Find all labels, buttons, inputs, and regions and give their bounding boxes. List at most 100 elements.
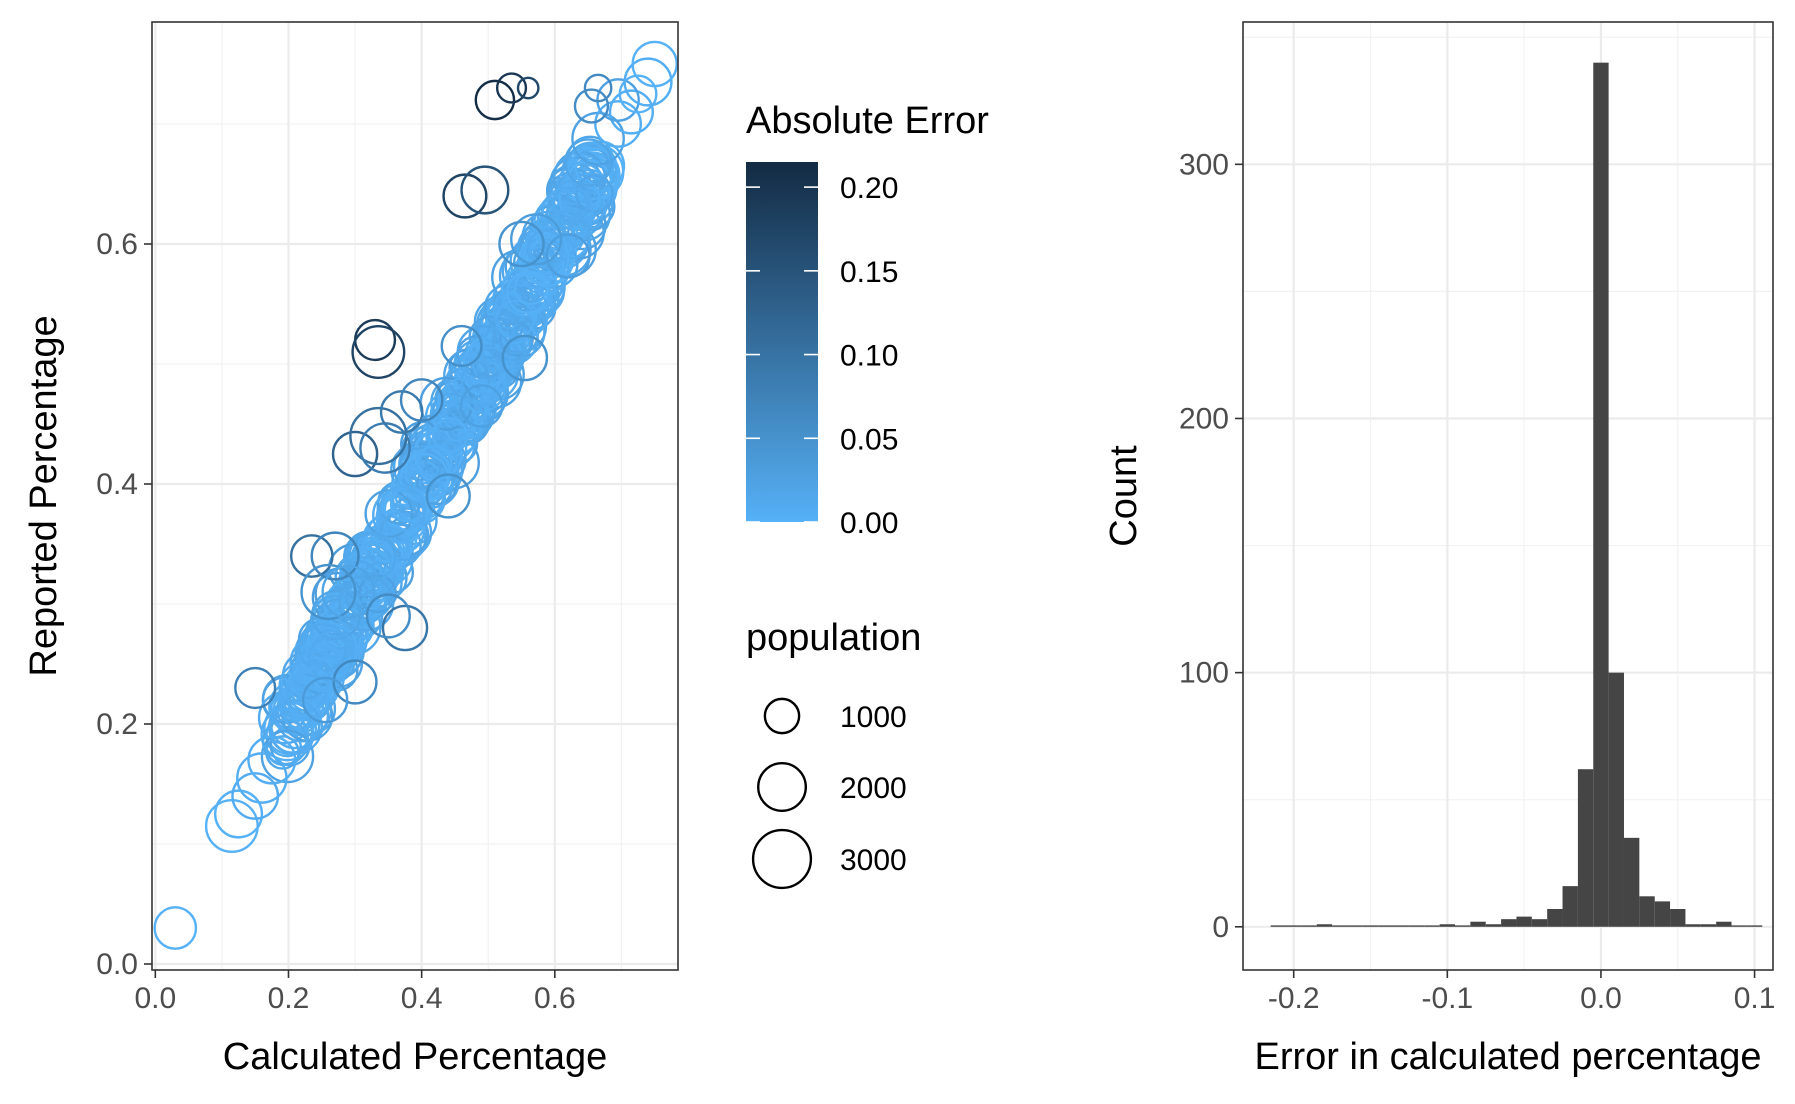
scatter-point — [307, 636, 354, 682]
histogram-bar — [1378, 925, 1394, 927]
scatter-x-tick-label: 0.0 — [134, 982, 176, 1015]
scatter-point — [460, 165, 510, 215]
histogram-bar — [1362, 925, 1379, 927]
histogram-bar — [1455, 925, 1471, 927]
histogram-bar — [1439, 924, 1455, 927]
histogram-bar — [1608, 672, 1624, 927]
histogram-bar — [1700, 924, 1717, 927]
scatter-points — [153, 40, 678, 950]
scatter-point — [365, 593, 411, 639]
scatter-point — [501, 334, 549, 382]
scatter-y-tick-label: 0.4 — [96, 468, 138, 501]
scatter-point — [459, 384, 504, 428]
scatter-point — [551, 186, 589, 224]
color-legend-title: Absolute Error — [746, 100, 989, 142]
colorbar-tick-label: 0.05 — [840, 423, 898, 456]
histogram-x-tick-label: -0.1 — [1421, 982, 1473, 1015]
color-legend: Absolute Error 0.00 0.05 0.10 0.15 0.20 — [746, 100, 989, 540]
scatter-point — [260, 707, 315, 762]
histogram-bar — [1639, 896, 1655, 927]
scatter-point — [300, 563, 357, 621]
histogram-bar — [1393, 925, 1409, 927]
scatter-point — [213, 789, 264, 839]
size-legend-key — [763, 697, 801, 735]
scatter-point — [623, 57, 673, 107]
histogram-x-axis-title: Error in calculated percentage — [1255, 1036, 1762, 1078]
scatter-point — [425, 473, 471, 519]
scatter-point — [260, 729, 315, 784]
scatter-point — [510, 213, 563, 266]
scatter-y-axis-title: Reported Percentage — [23, 315, 65, 676]
scatter-point — [575, 174, 614, 214]
scatter-point — [261, 718, 309, 766]
scatter-point — [498, 220, 545, 268]
histogram-bar — [1408, 925, 1425, 927]
scatter-x-tick-label: 0.4 — [401, 982, 443, 1015]
colorbar — [746, 162, 818, 522]
scatter-y-tick-label: 0.2 — [96, 708, 138, 741]
scatter-x-tick-label: 0.2 — [268, 982, 310, 1015]
size-legend-entries: 1000 2000 3000 — [751, 697, 907, 890]
colorbar-tick-label: 0.10 — [840, 340, 898, 373]
scatter-point — [381, 604, 429, 652]
scatter-point — [618, 74, 658, 114]
scatter-point — [491, 321, 532, 362]
scatter-point — [289, 667, 333, 710]
scatter-point — [338, 575, 395, 632]
histogram-bar — [1593, 62, 1609, 927]
size-legend: population 1000 2000 3000 — [746, 617, 921, 890]
histogram-bar — [1623, 837, 1640, 927]
scatter-point — [351, 325, 406, 379]
histogram-bar — [1685, 924, 1701, 927]
scatter-point — [301, 676, 349, 724]
histogram-bar — [1501, 919, 1517, 927]
scatter-point — [311, 571, 363, 624]
scatter-point — [474, 79, 516, 121]
scatter-point — [332, 659, 378, 705]
scatter-point — [631, 40, 678, 88]
scatter-x-axis-title: Calculated Percentage — [223, 1036, 607, 1078]
histogram-bar — [1746, 925, 1763, 927]
scatter-point — [564, 138, 613, 187]
scatter-point — [495, 72, 528, 104]
histogram-x-tick-label: -0.2 — [1268, 982, 1320, 1015]
scatter-point — [526, 229, 565, 267]
scatter-point — [379, 485, 426, 532]
histogram-y-tick-label: 300 — [1179, 148, 1229, 181]
size-legend-title: population — [746, 617, 921, 659]
scatter-point — [594, 100, 643, 148]
histogram-y-tick-label: 200 — [1179, 402, 1229, 435]
histogram-y-tick-label: 100 — [1179, 657, 1229, 690]
histogram-bar — [1562, 886, 1578, 927]
scatter-point — [331, 430, 379, 478]
scatter-x-tick-label: 0.6 — [534, 982, 576, 1015]
histogram-bar — [1716, 921, 1732, 927]
histogram-bar — [1485, 924, 1502, 927]
histogram-bar — [1286, 925, 1302, 927]
size-legend-label: 2000 — [840, 772, 907, 805]
size-legend-key — [757, 762, 807, 812]
scatter-point — [399, 378, 444, 422]
scatter-point — [388, 467, 445, 523]
size-legend-label: 1000 — [840, 701, 907, 734]
scatter-y-tick-label: 0.6 — [96, 228, 138, 261]
size-legend-label: 3000 — [840, 844, 907, 877]
histogram-panel: -0.2 -0.1 0.0 0.1 0 100 200 300 Error in calcul… — [1103, 21, 1775, 1078]
scatter-ticks: 0.0 0.2 0.4 0.6 0.0 0.2 0.4 0.6 — [96, 228, 575, 1015]
colorbar-tick-label: 0.15 — [840, 256, 898, 289]
scatter-point — [545, 166, 594, 215]
scatter-point — [269, 698, 321, 750]
histogram-bar — [1316, 924, 1333, 927]
scatter-panel: 0.0 0.2 0.4 0.6 0.0 0.2 0.4 0.6 Calculated Perc… — [23, 21, 679, 1078]
scatter-point — [513, 270, 549, 306]
histogram-bar — [1531, 919, 1548, 927]
histogram-bar — [1547, 909, 1563, 927]
scatter-point — [247, 735, 297, 785]
histogram-bar — [1332, 925, 1348, 927]
histogram-bars — [1270, 62, 1763, 927]
scatter-point — [431, 417, 468, 454]
scatter-point — [234, 666, 277, 710]
histogram-bar — [1670, 909, 1686, 927]
